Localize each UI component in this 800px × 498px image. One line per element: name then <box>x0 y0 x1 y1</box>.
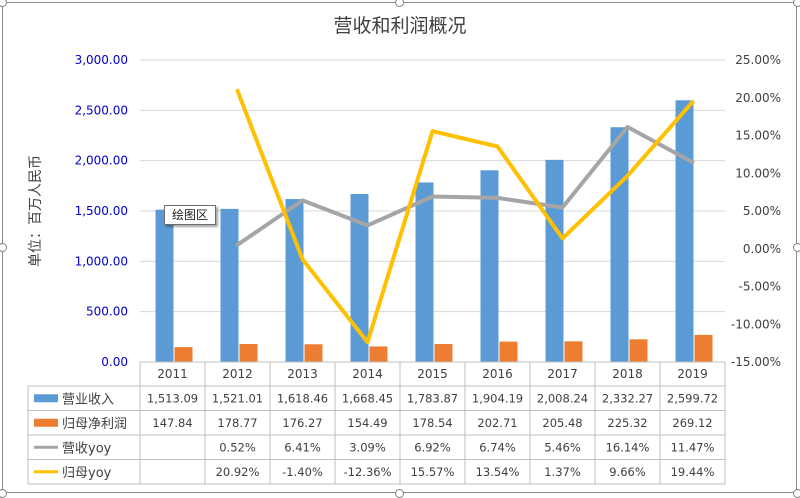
resize-handle-bottom-left[interactable] <box>0 489 7 498</box>
y-tick-label: 2,500.00 <box>75 103 128 117</box>
data-label: -1.40% <box>282 465 323 479</box>
x-tick-label: 2015 <box>417 367 448 381</box>
y-tick-label: 1,000.00 <box>75 254 128 268</box>
legend-key <box>34 394 58 403</box>
data-label: 178.77 <box>217 416 257 430</box>
plot-area-tooltip: 绘图区 <box>164 205 216 225</box>
data-label: 205.48 <box>542 416 582 430</box>
resize-handle-top-right[interactable] <box>793 0 800 7</box>
resize-handle-middle-right[interactable] <box>793 243 800 252</box>
y2-tick-label: -5.00% <box>739 280 781 294</box>
data-label: 269.12 <box>672 416 712 430</box>
bar-revenue <box>480 170 499 362</box>
resize-handle-top-middle[interactable] <box>395 0 404 7</box>
x-tick-label: 2011 <box>157 367 188 381</box>
x-tick-label: 2014 <box>352 367 383 381</box>
data-label: 2,332.27 <box>602 391 653 405</box>
data-label: 13.54% <box>476 465 520 479</box>
y2-tick-label: -15.00% <box>731 355 781 369</box>
bar-net-profit <box>174 347 193 362</box>
line-profit-yoy <box>235 88 695 345</box>
data-label: 6.74% <box>479 440 516 454</box>
bar-revenue <box>285 199 304 362</box>
legend-label: 归母净利润 <box>62 417 127 432</box>
y2-tick-label: 5.00% <box>743 204 781 218</box>
chart-title: 营收和利润概况 <box>333 15 466 37</box>
data-label: 3.09% <box>349 440 386 454</box>
data-label: 1,513.09 <box>147 391 198 405</box>
data-label: 6.92% <box>414 440 451 454</box>
legend-label: 归母yoy <box>62 466 112 481</box>
data-label: 176.27 <box>282 416 322 430</box>
resize-handle-bottom-middle[interactable] <box>395 489 404 498</box>
bar-net-profit <box>304 344 323 362</box>
y-tick-label: 0.00 <box>101 355 128 369</box>
y2-tick-label: 10.00% <box>735 166 781 180</box>
resize-handle-bottom-right[interactable] <box>793 489 800 498</box>
bar-net-profit <box>564 341 583 362</box>
bar-net-profit <box>239 344 258 362</box>
data-label: 15.57% <box>411 465 455 479</box>
legend-label: 营收yoy <box>62 441 112 456</box>
data-label: 16.14% <box>606 440 650 454</box>
data-label: 1,618.46 <box>277 391 328 405</box>
data-label: 1,521.01 <box>212 391 263 405</box>
x-tick-label: 2012 <box>222 367 253 381</box>
data-label: 154.49 <box>347 416 387 430</box>
data-label: 2,008.24 <box>537 391 588 405</box>
data-label: 9.66% <box>609 465 646 479</box>
bar-revenue <box>610 127 629 362</box>
y2-tick-label: 20.00% <box>735 91 781 105</box>
data-label: 1,668.45 <box>342 391 393 405</box>
y-tick-label: 500.00 <box>86 305 128 319</box>
data-label: 19.44% <box>671 465 715 479</box>
x-tick-label: 2018 <box>612 367 643 381</box>
y-tick-label: 3,000.00 <box>75 53 128 67</box>
bar-net-profit <box>629 339 648 362</box>
x-tick-label: 2019 <box>677 367 708 381</box>
data-label: 2,599.72 <box>667 391 718 405</box>
bar-revenue <box>350 194 369 362</box>
data-label: 11.47% <box>671 440 715 454</box>
bar-revenue <box>675 100 694 362</box>
data-label: 178.54 <box>412 416 452 430</box>
resize-handle-middle-left[interactable] <box>0 243 7 252</box>
data-label: 5.46% <box>544 440 581 454</box>
y2-tick-label: 0.00% <box>743 242 781 256</box>
y-tick-label: 2,000.00 <box>75 154 128 168</box>
bar-net-profit <box>694 334 713 362</box>
x-tick-label: 2016 <box>482 367 513 381</box>
y2-tick-label: 25.00% <box>735 53 781 67</box>
y-axis-label: 单位：百万人民币 <box>28 155 44 267</box>
data-label: 0.52% <box>219 440 256 454</box>
bar-revenue <box>220 208 239 362</box>
line-revenue-yoy <box>235 124 695 247</box>
resize-handle-top-left[interactable] <box>0 0 7 7</box>
data-label: 20.92% <box>216 465 260 479</box>
data-label: 6.41% <box>284 440 321 454</box>
data-label: 202.71 <box>477 416 517 430</box>
y-tick-label: 1,500.00 <box>75 204 128 218</box>
bar-net-profit <box>369 346 388 362</box>
bar-revenue <box>155 209 174 362</box>
bar-revenue <box>415 182 434 362</box>
data-label: 1.37% <box>544 465 581 479</box>
data-label: -12.36% <box>344 465 392 479</box>
bar-net-profit <box>499 341 518 362</box>
bar-net-profit <box>434 344 453 362</box>
data-label: 147.84 <box>152 416 192 430</box>
y2-tick-label: -10.00% <box>731 317 781 331</box>
legend-key <box>34 418 58 427</box>
x-tick-label: 2017 <box>547 367 578 381</box>
data-label: 1,783.87 <box>407 391 458 405</box>
data-label: 225.32 <box>607 416 647 430</box>
bar-revenue <box>545 159 564 362</box>
data-label: 1,904.19 <box>472 391 523 405</box>
x-tick-label: 2013 <box>287 367 318 381</box>
y2-tick-label: 15.00% <box>735 129 781 143</box>
legend-label: 营业收入 <box>62 392 114 407</box>
